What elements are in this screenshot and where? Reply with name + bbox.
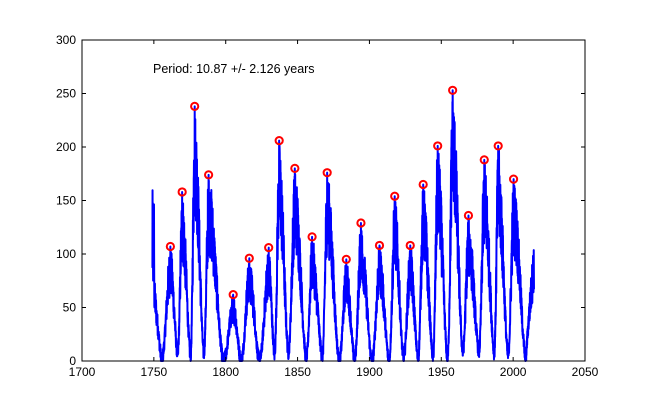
- peak-marker: [390, 191, 400, 201]
- peak-marker: [356, 218, 366, 228]
- peak-marker: [433, 141, 443, 151]
- peak-marker: [244, 253, 254, 263]
- x-tick-label: 1950: [428, 365, 455, 379]
- x-tick-label: 1900: [356, 365, 383, 379]
- y-tick-label: 200: [56, 140, 76, 154]
- peak-marker: [405, 240, 415, 251]
- peak-marker: [190, 101, 200, 111]
- x-tick-label: 1700: [69, 365, 96, 379]
- peak-marker: [341, 254, 351, 264]
- peak-marker: [264, 242, 274, 253]
- peak-marker: [508, 174, 519, 184]
- sunspot-series-line: [151, 89, 535, 362]
- y-tick-label: 300: [56, 33, 76, 47]
- peak-marker: [448, 85, 458, 95]
- peak-marker: [290, 163, 300, 173]
- peak-marker: [493, 141, 503, 151]
- tick-marks: [81, 39, 586, 362]
- tick-labels: 1700 1750 1800 1850 1900 1950 2000 2050 0 50 100 15…: [56, 33, 599, 379]
- y-tick-label: 250: [56, 87, 76, 101]
- peak-marker: [307, 232, 317, 242]
- x-tick-label: 1850: [284, 365, 311, 379]
- y-tick-label: 50: [63, 301, 77, 315]
- peak-marker: [463, 210, 474, 221]
- peak-marker: [418, 179, 428, 190]
- y-tick-label: 100: [56, 247, 76, 261]
- peak-marker: [479, 155, 489, 165]
- x-tick-label: 1750: [141, 365, 168, 379]
- x-tick-label: 2000: [500, 365, 527, 379]
- peak-marker: [177, 187, 187, 197]
- peak-marker: [204, 170, 214, 180]
- peak-marker: [374, 240, 385, 251]
- peak-marker: [228, 290, 238, 300]
- peak-markers-layer: [165, 85, 519, 300]
- y-tick-label: 0: [69, 354, 76, 368]
- x-tick-label: 2050: [572, 365, 599, 379]
- x-tick-label: 1800: [212, 365, 239, 379]
- peak-marker: [274, 135, 284, 146]
- line-series-layer: [151, 89, 535, 362]
- y-tick-label: 150: [56, 194, 76, 208]
- period-annotation: Period: 10.87 +/- 2.126 years: [153, 62, 315, 76]
- peak-marker: [322, 168, 332, 178]
- peak-marker: [165, 241, 175, 252]
